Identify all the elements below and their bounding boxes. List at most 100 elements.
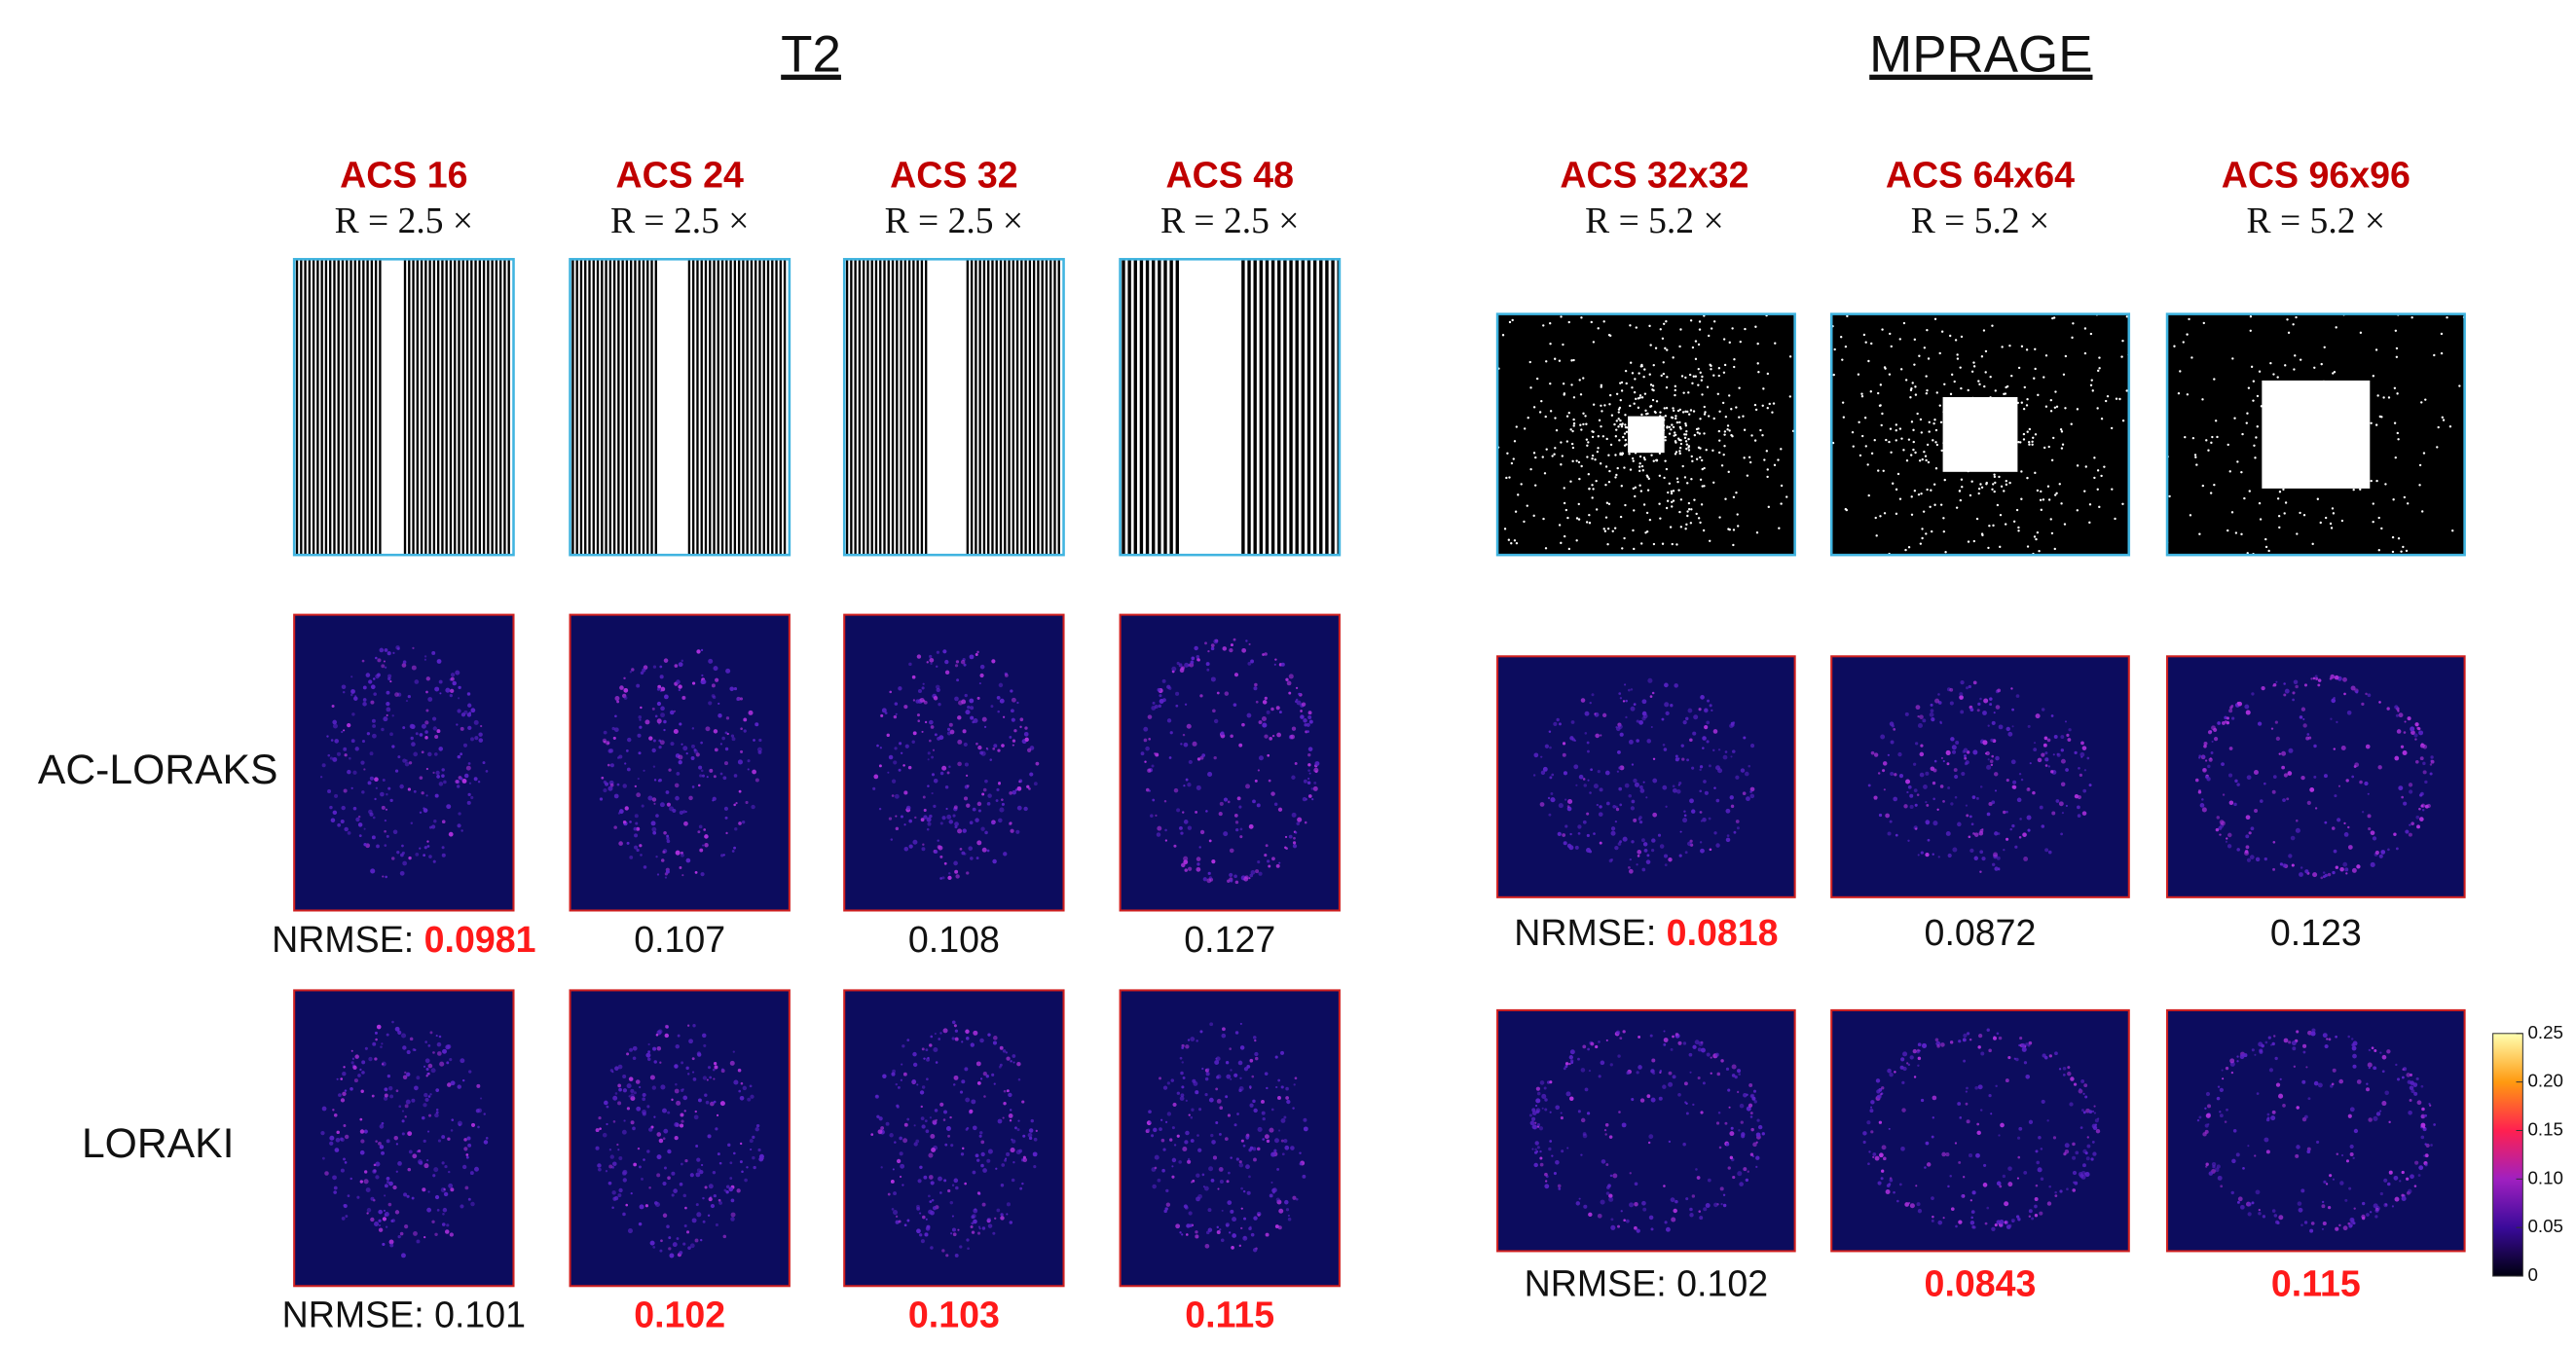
error-speck <box>1184 1140 1189 1145</box>
error-speck <box>1889 820 1893 823</box>
error-speck <box>674 664 679 668</box>
mask-dot <box>1678 420 1681 424</box>
mask-dot <box>1914 385 1917 388</box>
error-speck <box>941 816 946 821</box>
error-speck <box>1248 877 1251 880</box>
error-speck <box>1962 749 1966 754</box>
error-speck <box>464 1186 469 1190</box>
mask-dot <box>1549 343 1552 346</box>
error-speck <box>713 1077 716 1080</box>
error-speck <box>344 753 348 757</box>
mask-dot <box>1632 487 1636 491</box>
error-speck <box>1659 844 1665 849</box>
error-speck <box>935 665 938 669</box>
error-speck <box>1715 1121 1720 1125</box>
error-speck <box>1761 1132 1765 1136</box>
error-speck <box>396 1028 400 1032</box>
error-speck <box>651 797 657 802</box>
mask-dot <box>2374 348 2378 351</box>
error-speck <box>1638 821 1643 824</box>
mask-dot <box>2259 518 2263 521</box>
mask-dot <box>2359 331 2363 335</box>
error-speck <box>906 1219 910 1222</box>
error-speck <box>2026 815 2032 821</box>
error-speck <box>466 1136 471 1141</box>
error-speck <box>343 1066 346 1069</box>
error-speck <box>674 1064 679 1069</box>
mask-dot <box>2118 397 2121 401</box>
mask-line <box>845 259 849 556</box>
error-speck <box>2031 1217 2035 1221</box>
error-speck <box>363 827 366 830</box>
error-speck <box>2044 751 2048 755</box>
error-speck <box>919 1165 923 1170</box>
error-speck <box>1578 1197 1581 1200</box>
error-speck <box>1577 824 1582 829</box>
mask-dot <box>2076 408 2079 411</box>
error-speck <box>2082 788 2087 793</box>
error-speck <box>2070 1076 2075 1081</box>
error-speck <box>962 1147 965 1150</box>
error-speck <box>2081 746 2087 750</box>
error-speck <box>389 1094 394 1099</box>
mask-dot <box>1703 466 1706 470</box>
error-speck <box>2078 766 2080 770</box>
error-speck <box>1217 1187 1220 1190</box>
error-speck <box>1180 1071 1184 1076</box>
error-speck <box>928 1194 931 1198</box>
mask-dot <box>1692 375 1695 378</box>
error-speck <box>957 828 963 834</box>
error-speck <box>1246 1133 1250 1137</box>
error-speck <box>1672 1035 1674 1039</box>
error-speck <box>394 1210 400 1215</box>
mask-line <box>1041 259 1044 556</box>
error-speck <box>884 711 888 715</box>
error-speck <box>1219 801 1224 806</box>
error-speck <box>1734 1075 1738 1079</box>
error-speck <box>902 764 905 767</box>
error-speck <box>607 1181 612 1186</box>
error-speck <box>1626 1071 1630 1076</box>
error-speck <box>1971 1225 1975 1229</box>
error-speck <box>931 1198 935 1202</box>
error-speck <box>1942 1217 1945 1220</box>
error-speck <box>1949 701 1954 706</box>
error-speck <box>1683 814 1687 818</box>
error-speck <box>375 1161 381 1167</box>
mask-dot <box>2055 405 2059 408</box>
mask-line <box>1024 259 1027 556</box>
error-speck <box>465 1155 469 1159</box>
error-speck <box>926 827 930 831</box>
error-speck <box>922 795 926 799</box>
error-speck <box>1880 734 1886 740</box>
mask-line <box>1139 259 1144 556</box>
nrmse-value: 0.107 <box>634 919 725 960</box>
mask-line <box>503 259 506 556</box>
error-speck <box>644 1204 649 1208</box>
error-speck <box>924 1232 929 1237</box>
error-speck <box>2007 731 2013 737</box>
error-speck <box>1973 832 1979 837</box>
mask-dot <box>2089 332 2093 336</box>
mask-dot <box>2026 398 2029 401</box>
mask-dot <box>1526 504 1528 507</box>
mask-dot <box>1645 511 1649 515</box>
error-speck <box>943 861 947 865</box>
error-speck <box>2027 828 2031 832</box>
mask-dot <box>1748 460 1752 464</box>
error-speck <box>682 1193 687 1198</box>
mask-dot <box>1672 490 1675 493</box>
mask-dot <box>1895 423 1898 426</box>
error-speck <box>1598 812 1603 817</box>
error-speck <box>982 1168 987 1173</box>
error-speck <box>2041 752 2045 757</box>
error-speck <box>671 1098 674 1102</box>
error-speck <box>658 746 662 749</box>
error-speck <box>2094 1118 2099 1123</box>
error-speck <box>450 1080 456 1086</box>
error-speck <box>1249 1103 1254 1108</box>
error-speck <box>1728 1106 1731 1109</box>
error-speck <box>1275 706 1280 711</box>
error-speck <box>665 1024 669 1029</box>
error-speck <box>1157 687 1161 692</box>
